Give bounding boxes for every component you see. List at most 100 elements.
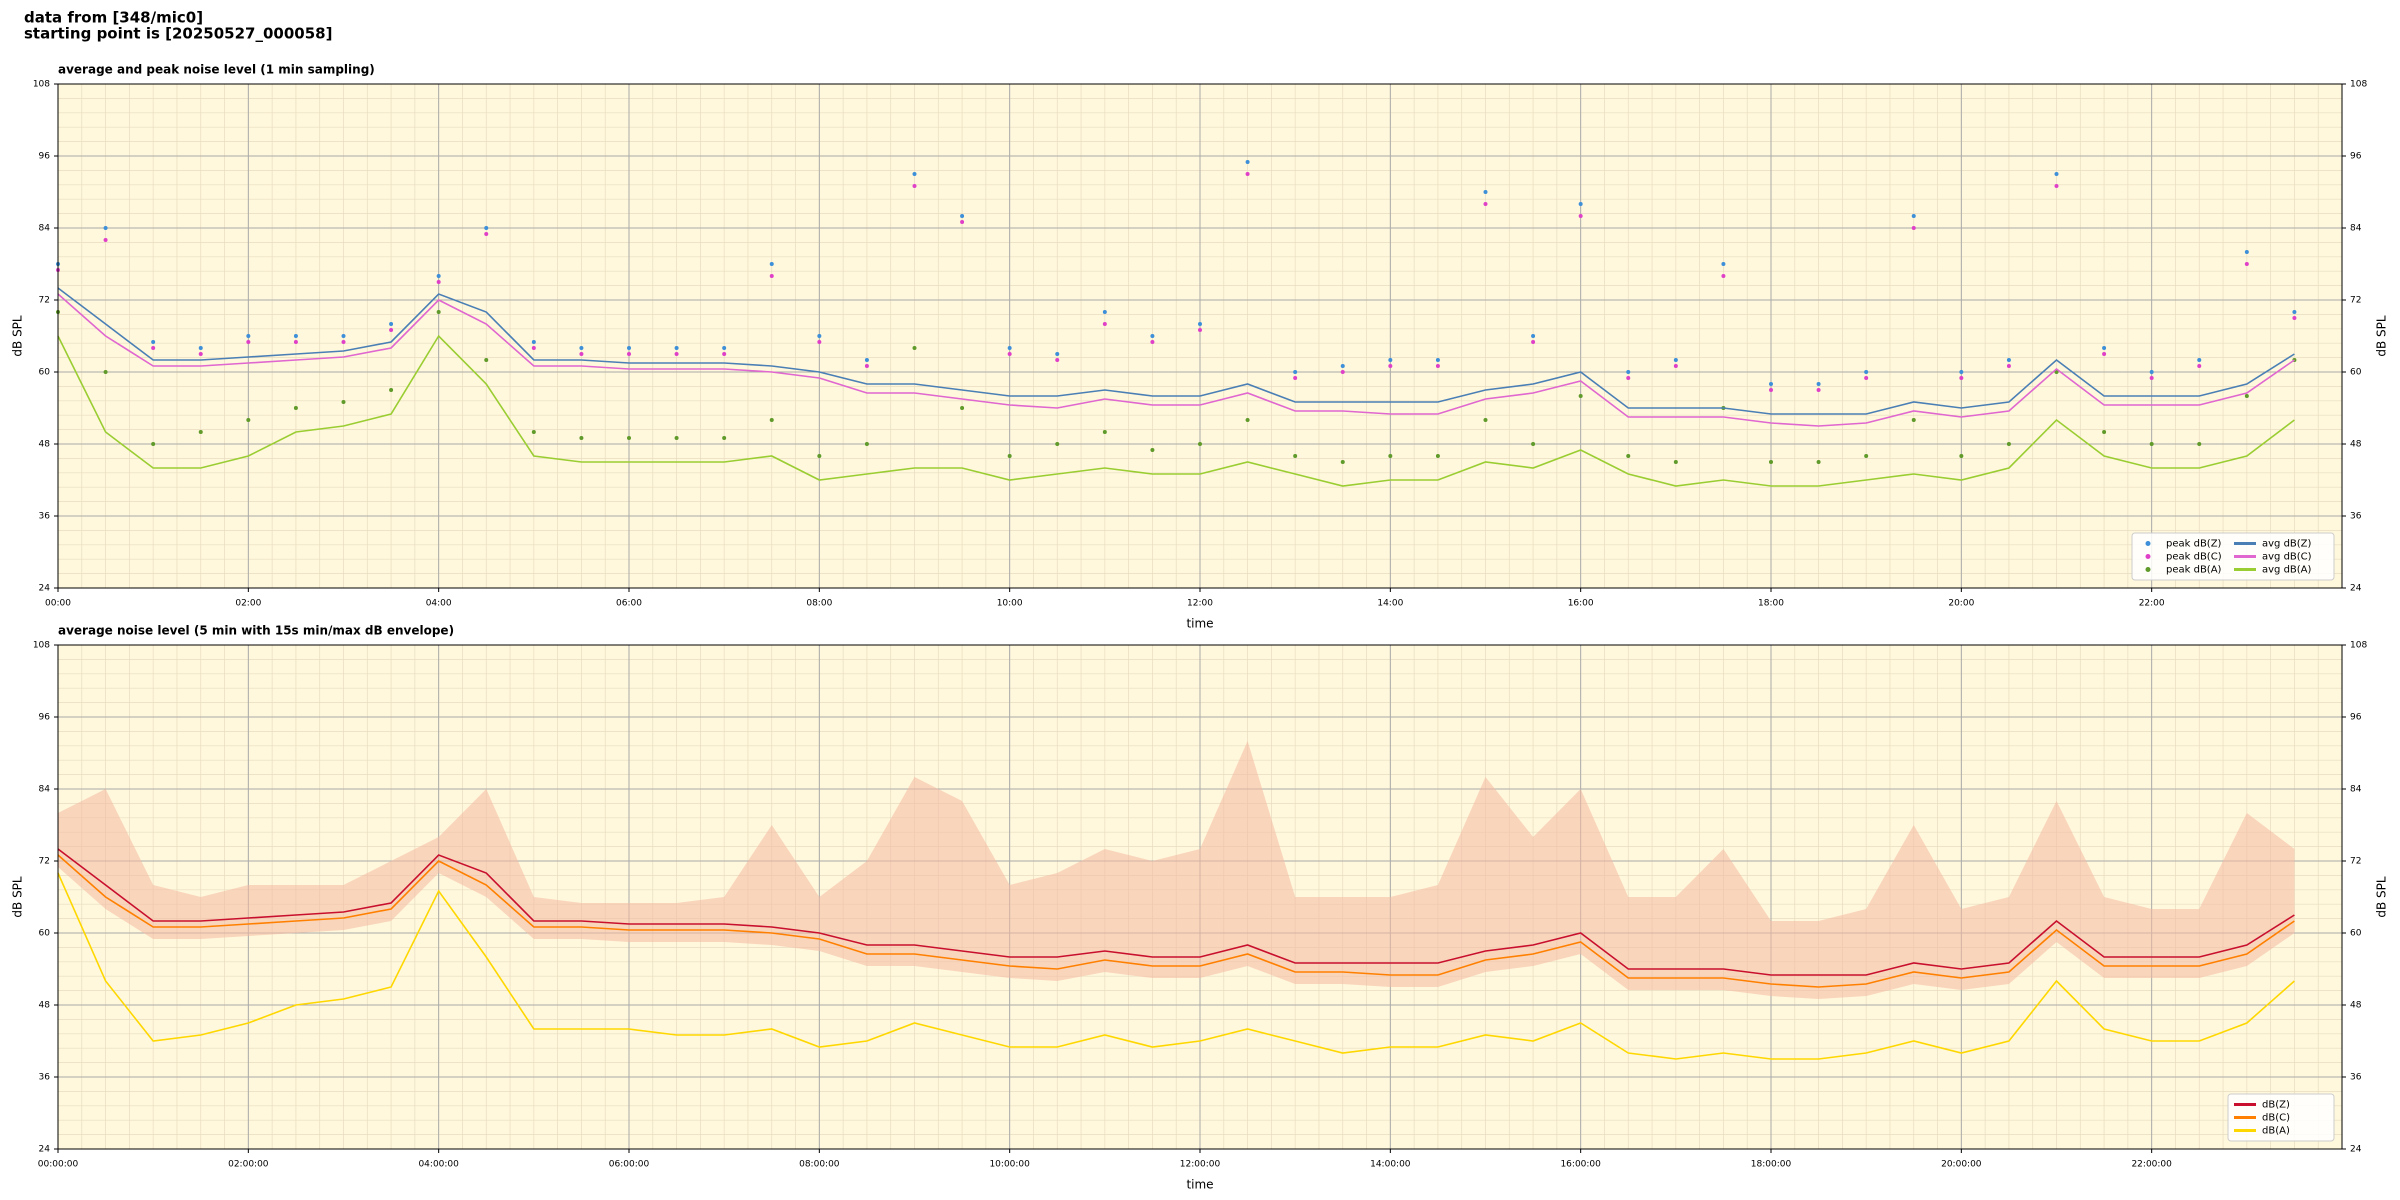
legend-marker xyxy=(2145,541,2151,546)
peak-point xyxy=(1293,370,1298,374)
y2-axis-label: dB SPL xyxy=(2375,876,2389,918)
y2-tick-label: 36 xyxy=(2350,1073,2362,1083)
peak-point xyxy=(769,262,774,266)
peak-point xyxy=(1150,340,1155,344)
peak-point xyxy=(1007,352,1012,356)
x-tick-label: 00:00:00 xyxy=(38,1160,79,1170)
peak-point xyxy=(722,436,727,440)
x-tick-label: 14:00 xyxy=(1377,599,1403,609)
x-tick-label: 08:00 xyxy=(806,599,832,609)
x-tick-label: 06:00:00 xyxy=(609,1160,650,1170)
y-axis-label: dB SPL xyxy=(11,876,25,918)
peak-point xyxy=(2006,358,2011,362)
y2-tick-label: 24 xyxy=(2350,1145,2362,1155)
peak-point xyxy=(389,388,394,392)
peak-point xyxy=(246,334,251,338)
series-line xyxy=(57,854,2295,988)
x-tick-label: 18:00:00 xyxy=(1751,1160,1792,1170)
peak-point xyxy=(246,418,251,422)
peak-point xyxy=(1198,322,1202,326)
x-tick-label: 04:00 xyxy=(426,599,452,609)
peak-point xyxy=(1673,358,1678,362)
peak-point xyxy=(1673,364,1678,368)
peak-point xyxy=(674,352,679,356)
peak-point xyxy=(817,454,822,458)
legend-label: peak dB(A) xyxy=(2166,565,2222,576)
y2-tick-label: 60 xyxy=(2350,368,2362,378)
peak-point xyxy=(2244,262,2249,266)
peak-point xyxy=(151,346,156,350)
y2-tick-label: 36 xyxy=(2350,512,2362,522)
y2-tick-label: 108 xyxy=(2350,641,2367,651)
series-line xyxy=(57,287,2295,415)
peak-point xyxy=(2197,358,2202,362)
peak-point xyxy=(2006,442,2011,446)
y-tick-label: 48 xyxy=(39,440,51,450)
peak-point xyxy=(1435,358,1440,362)
y2-tick-label: 96 xyxy=(2350,152,2362,162)
peak-point xyxy=(2292,316,2297,320)
y2-tick-label: 84 xyxy=(2350,224,2362,234)
peak-point xyxy=(1055,442,1060,446)
plot-frame xyxy=(57,644,2343,1150)
peak-point xyxy=(1007,454,1012,458)
x-tick-label: 14:00:00 xyxy=(1370,1160,1411,1170)
y-tick-label: 72 xyxy=(39,296,50,306)
peak-point xyxy=(864,358,869,362)
peak-point xyxy=(2149,370,2154,374)
suptitle-line: data from [348/mic0] xyxy=(24,9,203,27)
peak-point xyxy=(1721,274,1726,278)
peak-point xyxy=(341,400,346,404)
peak-point xyxy=(1007,346,1012,350)
peak-point xyxy=(436,310,441,314)
x-tick-label: 22:00:00 xyxy=(2131,1160,2172,1170)
peak-point xyxy=(1388,364,1393,368)
legend-label: avg dB(A) xyxy=(2262,565,2312,576)
peak-point xyxy=(293,406,298,410)
legend-box xyxy=(2131,532,2335,581)
peak-point xyxy=(769,274,774,278)
subplot-title: average and peak noise level (1 min samp… xyxy=(58,63,375,77)
plot-area xyxy=(56,160,2297,487)
y2-tick-label: 72 xyxy=(2350,857,2361,867)
peak-point xyxy=(960,220,965,224)
peak-point xyxy=(1340,364,1345,368)
x-tick-label: 20:00 xyxy=(1948,599,1974,609)
peak-point xyxy=(1864,370,1869,374)
x-tick-label: 16:00:00 xyxy=(1560,1160,1601,1170)
y-tick-label: 96 xyxy=(39,152,51,162)
x-tick-label: 16:00 xyxy=(1568,599,1594,609)
legend-marker xyxy=(2145,567,2151,572)
peak-point xyxy=(2102,430,2107,434)
legend-label: avg dB(Z) xyxy=(2262,539,2312,550)
legend-label: dB(C) xyxy=(2262,1113,2290,1124)
peak-point xyxy=(1673,460,1678,464)
peak-point xyxy=(579,352,584,356)
y2-tick-label: 24 xyxy=(2350,584,2362,594)
x-tick-label: 02:00:00 xyxy=(228,1160,269,1170)
peak-point xyxy=(1626,376,1631,380)
peak-point xyxy=(1864,454,1869,458)
peak-point xyxy=(1626,370,1631,374)
peak-point xyxy=(2244,250,2249,254)
peak-point xyxy=(531,346,536,350)
x-tick-label: 06:00 xyxy=(616,599,642,609)
peak-point xyxy=(2054,172,2059,176)
peak-point xyxy=(960,214,965,218)
peak-point xyxy=(627,436,631,440)
peak-point xyxy=(484,226,489,230)
peak-point xyxy=(1911,418,1916,422)
peak-point xyxy=(1245,172,1250,176)
peak-point xyxy=(2054,370,2059,374)
peak-point xyxy=(484,358,489,362)
legend-label: peak dB(C) xyxy=(2166,552,2222,563)
x-tick-label: 22:00 xyxy=(2139,599,2165,609)
y2-tick-label: 72 xyxy=(2350,296,2361,306)
peak-point xyxy=(103,370,108,374)
y2-tick-label: 48 xyxy=(2350,1001,2362,1011)
legend-marker xyxy=(2145,554,2151,559)
peak-point xyxy=(2244,394,2249,398)
y-tick-label: 60 xyxy=(39,368,51,378)
peak-point xyxy=(1626,454,1631,458)
x-tick-label: 12:00 xyxy=(1187,599,1213,609)
